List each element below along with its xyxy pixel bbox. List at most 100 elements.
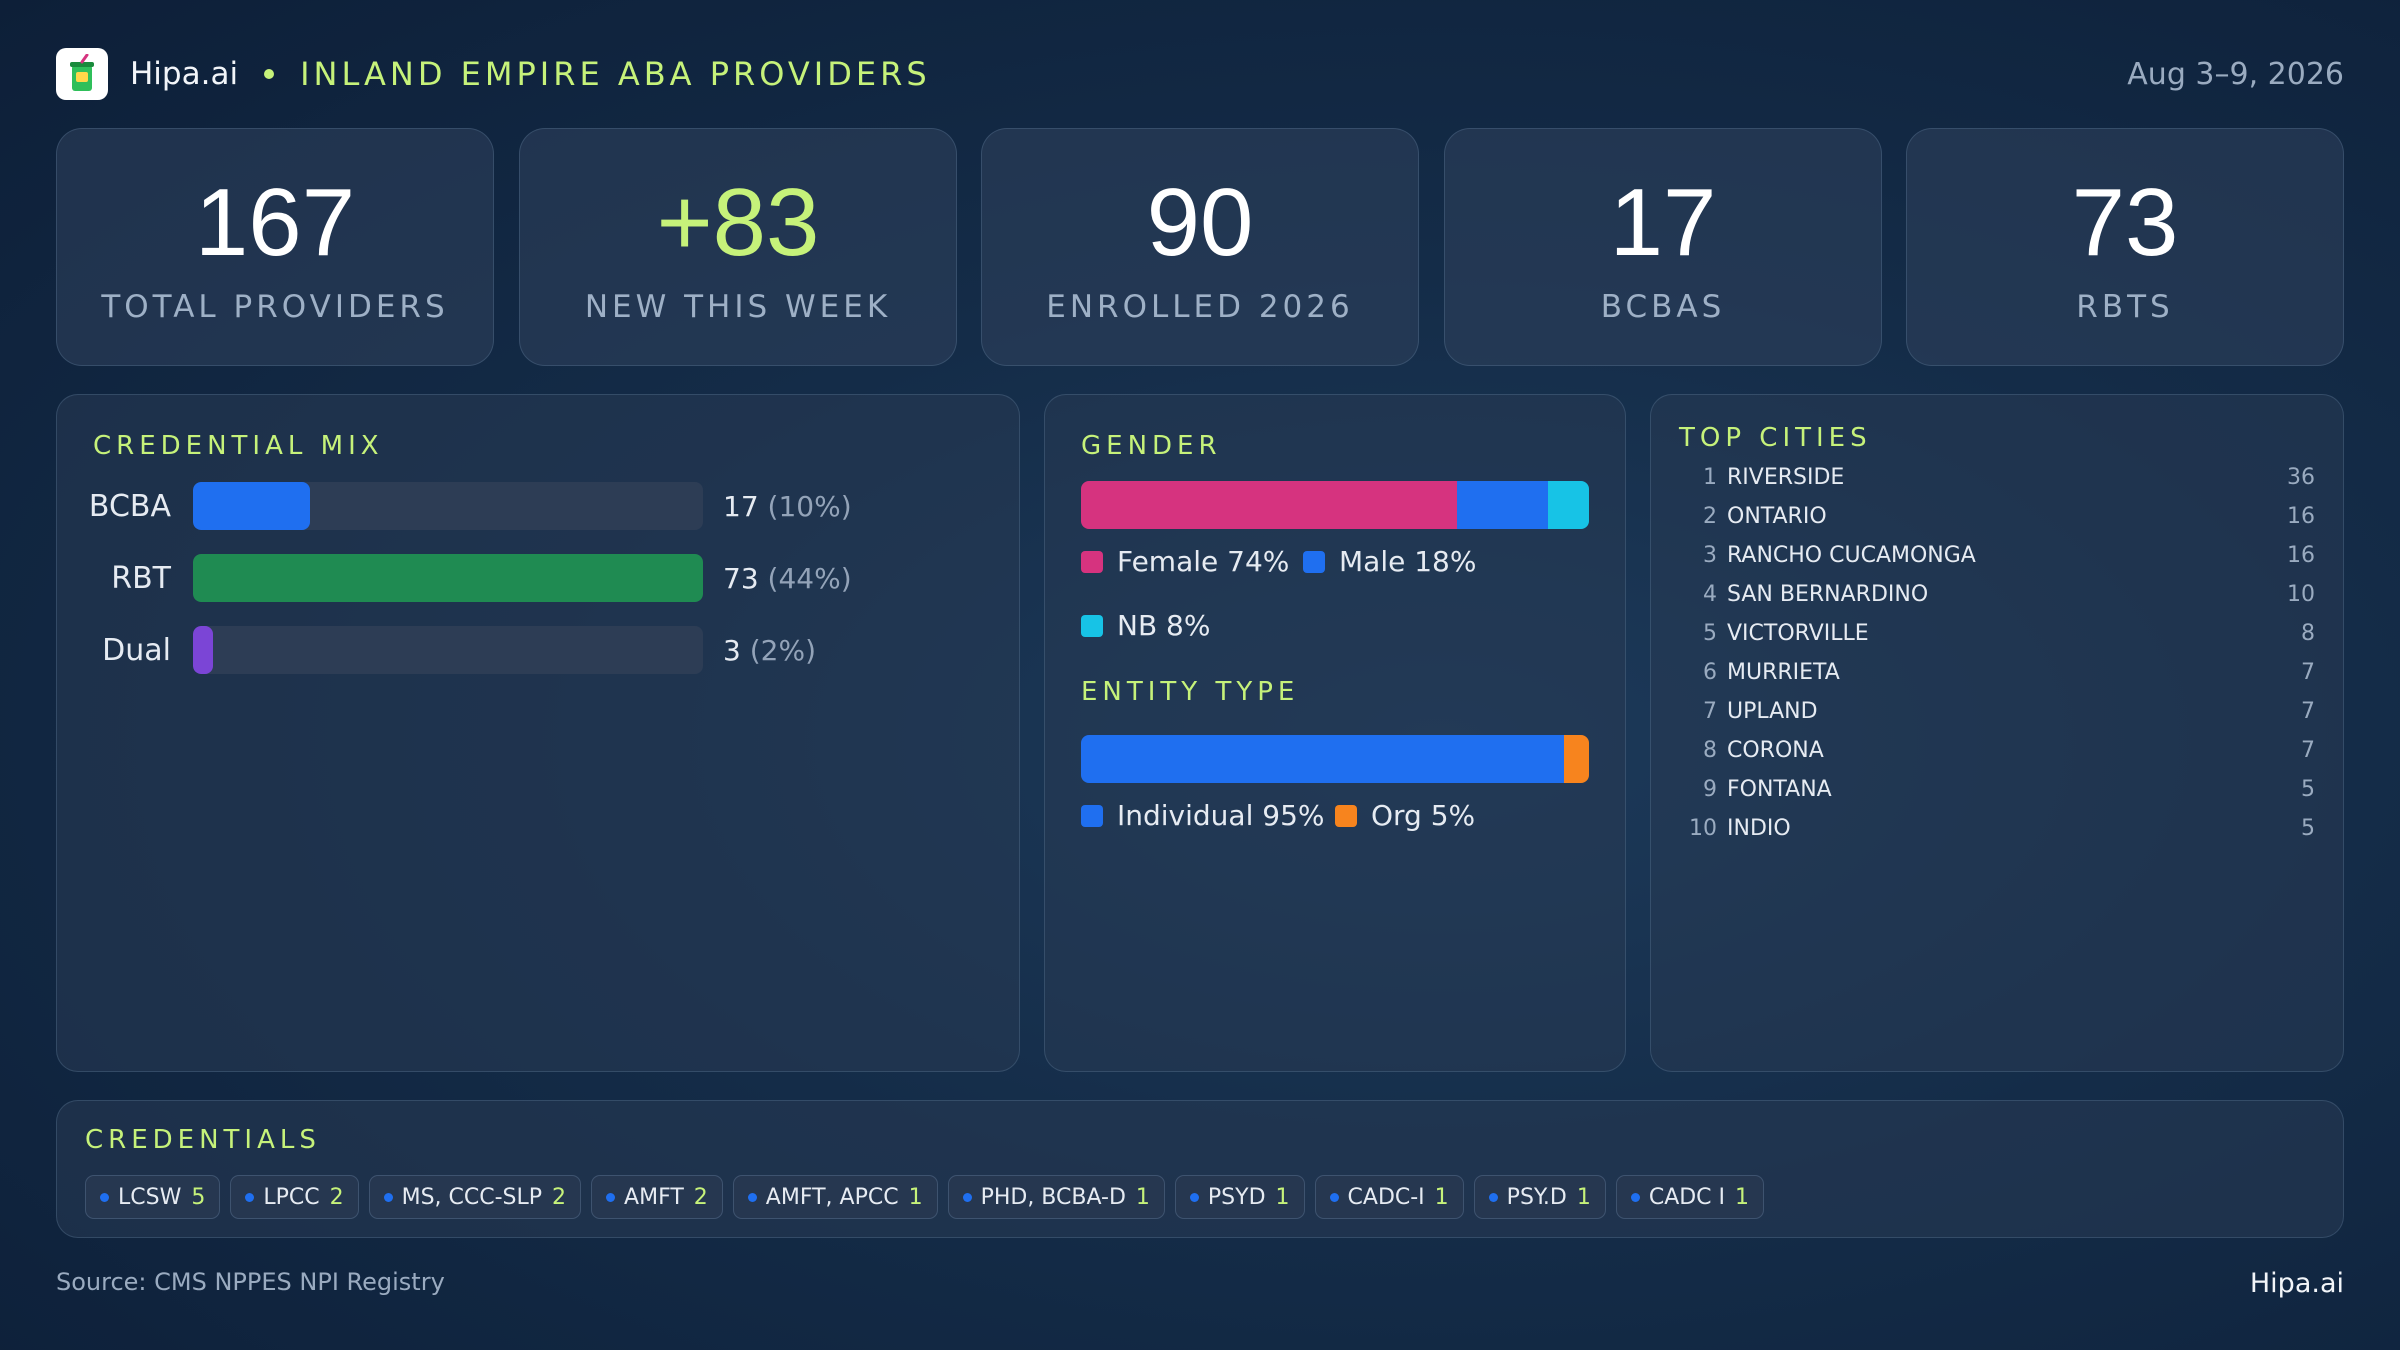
city-row: 4 SAN BERNARDINO 10	[1651, 582, 2343, 621]
page-title: INLAND EMPIRE ABA PROVIDERS	[300, 55, 931, 93]
stat-card-rbts: 73 RBTS	[1906, 128, 2344, 366]
chip-label: LPCC	[263, 1184, 320, 1210]
demographics-panel: GENDER Female 74% Male 18% NB 8% ENTITY …	[1044, 394, 1626, 1072]
credential-bar-fill	[193, 554, 703, 602]
city-rank: 1	[1703, 465, 1717, 490]
city-name: FONTANA	[1727, 777, 1832, 802]
legend-swatch	[1303, 550, 1325, 573]
panel-title: CREDENTIALS	[85, 1125, 321, 1155]
credential-chip: MS, CCC-SLP 2	[368, 1175, 582, 1219]
credential-bar-fill	[193, 626, 214, 674]
header-bar: Hipa.ai INLAND EMPIRE ABA PROVIDERS Aug …	[56, 48, 2344, 100]
chip-count: 1	[1735, 1184, 1750, 1210]
chip-dot	[1189, 1192, 1199, 1202]
credential-chip-list: LCSW 5 LPCC 2 MS, CCC-SLP 2 AMFT 2 AMFT, APCC 1 PH…	[85, 1175, 1774, 1219]
legend-label: Individual 95%	[1117, 799, 1325, 832]
legend-individual: Individual 95%	[1081, 799, 1325, 832]
city-count: 8	[2301, 621, 2315, 646]
city-rank: 3	[1703, 543, 1717, 568]
chip-label: CADC I	[1648, 1184, 1726, 1210]
city-row: 9 FONTANA 5	[1651, 777, 2343, 816]
credential-bar-track	[193, 626, 703, 674]
city-rank: 4	[1703, 582, 1717, 607]
credential-bar-track	[193, 554, 703, 602]
credential-chip: LCSW 5	[85, 1175, 221, 1219]
footer-brand: Hipa.ai	[2249, 1268, 2344, 1299]
city-rank: 9	[1703, 777, 1717, 802]
credential-chip: CADC-I 1	[1314, 1175, 1464, 1219]
top-cities-panel: TOP CITIES 1 RIVERSIDE 36 2 ONTARIO 16 3 RANCHO…	[1650, 394, 2344, 1072]
city-name: RANCHO CUCAMONGA	[1727, 543, 1976, 568]
stat-card-bcbas: 17 BCBAS	[1444, 128, 1882, 366]
credential-row-dual: Dual 3 (2%)	[57, 625, 1037, 675]
credential-mix-panel: CREDENTIAL MIX BCBA 17 (10%) RBT 73 (44%…	[56, 394, 1020, 1072]
chip-count: 2	[552, 1184, 567, 1210]
date-range: Aug 3–9, 2026	[2127, 56, 2344, 92]
city-rank: 2	[1703, 504, 1717, 529]
chip-label: PHD, BCBA-D	[980, 1184, 1126, 1210]
chip-count: 5	[191, 1184, 206, 1210]
credential-chip: PSY.D 1	[1473, 1175, 1606, 1219]
stat-value: 17	[1609, 169, 1717, 276]
city-name: INDIO	[1727, 816, 1791, 841]
chip-count: 1	[1135, 1184, 1150, 1210]
legend-swatch	[1081, 804, 1103, 827]
chip-label: AMFT, APCC	[765, 1184, 899, 1210]
city-rank: 8	[1703, 738, 1717, 763]
stat-value: 167	[194, 169, 356, 276]
chip-dot	[100, 1192, 109, 1202]
chip-count: 1	[1275, 1184, 1290, 1210]
city-row: 2 ONTARIO 16	[1651, 504, 2343, 543]
city-count: 5	[2301, 777, 2315, 802]
chip-dot	[1630, 1192, 1640, 1202]
entity-type-title: ENTITY TYPE	[1081, 677, 1300, 707]
legend-nb: NB 8%	[1081, 609, 1210, 642]
credential-chip: PHD, BCBA-D 1	[947, 1175, 1165, 1219]
city-name: MURRIETA	[1727, 660, 1840, 685]
chip-label: CADC-I	[1347, 1184, 1425, 1210]
city-row: 1 RIVERSIDE 36	[1651, 465, 2343, 504]
entity-segment-individual	[1081, 735, 1564, 783]
stat-label: BCBAS	[1600, 289, 1726, 325]
chip-count: 1	[1576, 1184, 1591, 1210]
credential-chip: AMFT 2	[591, 1175, 723, 1219]
brand-name: Hipa.ai	[130, 56, 239, 92]
gender-stacked-bar	[1081, 481, 1589, 529]
city-row: 6 MURRIETA 7	[1651, 660, 2343, 699]
credential-chip: LPCC 2	[230, 1175, 359, 1219]
legend-org: Org 5%	[1335, 799, 1475, 832]
separator-dot	[264, 69, 275, 79]
chip-label: PSYD	[1207, 1184, 1266, 1210]
chip-dot	[1329, 1192, 1339, 1202]
city-count: 10	[2287, 582, 2315, 607]
city-rank: 7	[1703, 699, 1717, 724]
stat-card-total-providers: 167 TOTAL PROVIDERS	[56, 128, 494, 366]
credential-value: 73 (44%)	[723, 561, 852, 595]
stat-label: NEW THIS WEEK	[584, 289, 892, 325]
legend-male: Male 18%	[1303, 545, 1476, 578]
city-count: 16	[2287, 504, 2315, 529]
drink-cup-icon	[56, 48, 108, 100]
city-count: 16	[2287, 543, 2315, 568]
chip-label: MS, CCC-SLP	[401, 1184, 543, 1210]
credential-value: 17 (10%)	[723, 489, 852, 523]
credential-value: 3 (2%)	[723, 633, 817, 667]
city-rank: 5	[1703, 621, 1717, 646]
legend-swatch	[1081, 614, 1103, 637]
chip-dot	[245, 1192, 255, 1202]
chip-label: LCSW	[118, 1184, 182, 1210]
legend-label: Org 5%	[1371, 799, 1476, 832]
city-row: 7 UPLAND 7	[1651, 699, 2343, 738]
stat-value: +83	[656, 169, 820, 276]
gender-segment-nb	[1548, 481, 1589, 529]
credentials-panel: CREDENTIALS LCSW 5 LPCC 2 MS, CCC-SLP 2 AMFT 2 A…	[56, 1100, 2344, 1238]
legend-label: NB 8%	[1117, 609, 1211, 642]
credential-label: Dual	[102, 632, 171, 668]
city-count: 5	[2301, 816, 2315, 841]
stat-value: 73	[2071, 169, 2179, 276]
city-row: 10 INDIO 5	[1651, 816, 2343, 855]
chip-count: 1	[908, 1184, 923, 1210]
city-rank: 10	[1689, 816, 1717, 841]
chip-label: AMFT	[624, 1184, 684, 1210]
city-name: UPLAND	[1727, 699, 1818, 724]
